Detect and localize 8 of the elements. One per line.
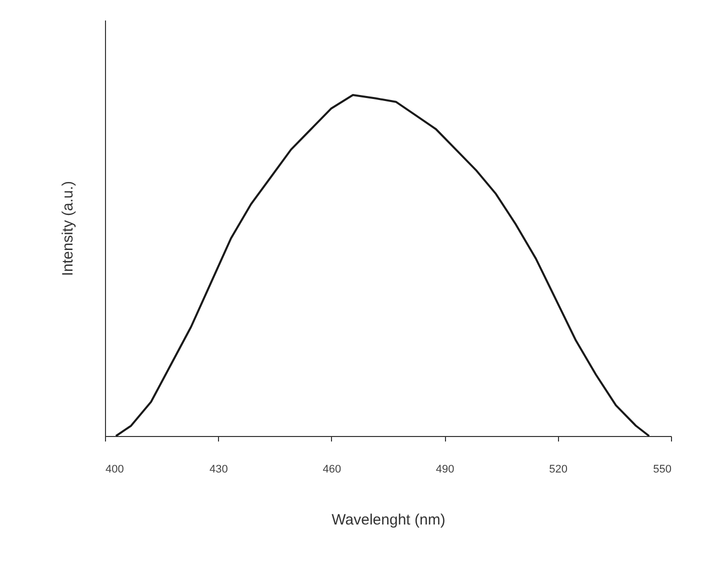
x-tick-label: 550: [653, 464, 672, 476]
x-axis-title: Wavelenght (nm): [332, 512, 446, 528]
x-tick-label: 520: [549, 464, 568, 476]
x-tick-label: 400: [106, 464, 124, 476]
x-tick-label: 430: [210, 464, 228, 476]
x-tick-label: 490: [436, 464, 454, 476]
x-tick-label: 460: [322, 464, 342, 476]
y-axis-title: Intensity (a.u.): [60, 180, 76, 276]
